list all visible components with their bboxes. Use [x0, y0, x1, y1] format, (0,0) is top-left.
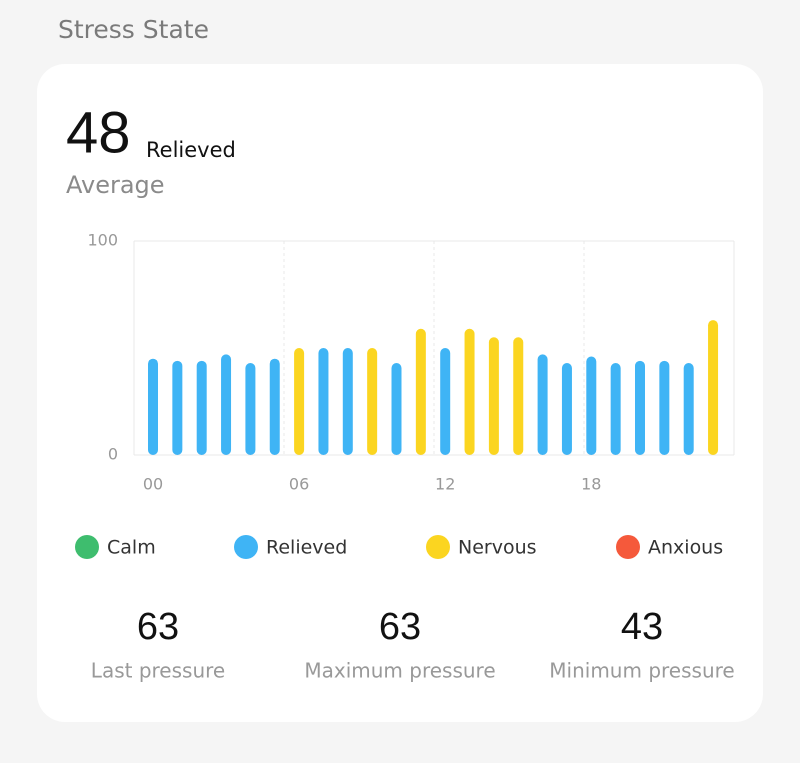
bar: [342, 348, 353, 455]
bar: [172, 360, 183, 455]
legend-label: Anxious: [648, 537, 723, 559]
average-label: Average: [66, 171, 165, 199]
bar: [537, 354, 548, 455]
stat-value: 63: [379, 606, 421, 648]
bar: [513, 337, 524, 455]
page-title: Stress State: [58, 15, 209, 44]
bar: [683, 362, 694, 455]
average-value: 48: [66, 100, 131, 165]
bar: [221, 354, 232, 455]
legend-swatch: [75, 535, 99, 559]
bar: [561, 362, 572, 455]
bar: [659, 360, 670, 455]
stat-label: Last pressure: [91, 659, 225, 683]
bar: [196, 360, 207, 455]
y-tick-label: 0: [108, 445, 118, 464]
bar: [635, 360, 645, 455]
x-tick-label: 00: [143, 475, 163, 494]
bar: [245, 362, 256, 455]
legend-label: Nervous: [458, 537, 537, 559]
bar: [367, 348, 378, 455]
average-state: Relieved: [146, 138, 236, 162]
bar: [269, 358, 280, 455]
bar: [415, 328, 426, 455]
legend-swatch: [426, 535, 450, 559]
x-tick-label: 06: [289, 475, 309, 494]
legend-label: Relieved: [266, 537, 347, 559]
stat-label: Minimum pressure: [549, 659, 734, 683]
stat-value: 43: [621, 606, 663, 648]
bar: [294, 348, 305, 455]
legend-swatch: [616, 535, 640, 559]
bar: [586, 356, 597, 455]
bar: [318, 348, 329, 455]
stat-value: 63: [137, 606, 179, 648]
x-tick-label: 12: [435, 475, 455, 494]
bar: [391, 362, 402, 455]
bar: [440, 348, 451, 455]
stat-label: Maximum pressure: [304, 659, 495, 683]
legend-swatch: [234, 535, 258, 559]
bar: [464, 328, 475, 455]
x-tick-label: 18: [581, 475, 601, 494]
legend-label: Calm: [107, 537, 156, 559]
bar: [148, 358, 158, 455]
bar: [610, 362, 621, 455]
y-tick-label: 100: [87, 231, 118, 250]
bar: [708, 320, 719, 455]
bar: [488, 337, 499, 455]
